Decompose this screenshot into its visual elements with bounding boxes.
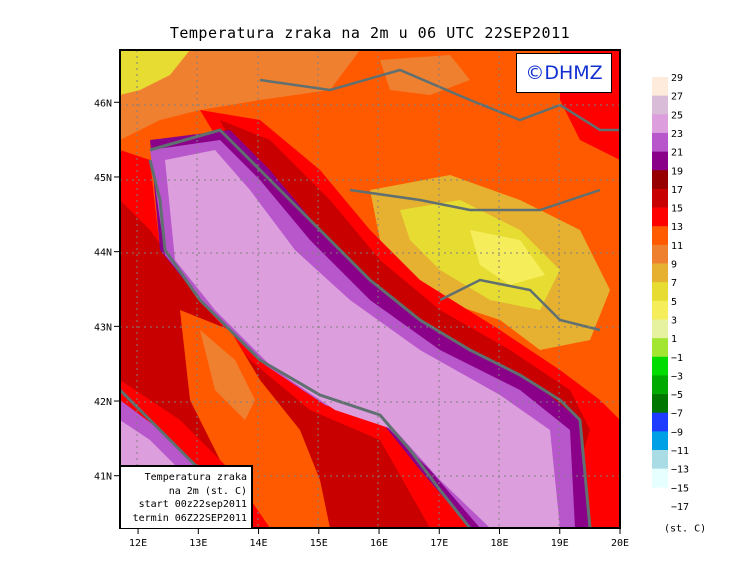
colorbar-swatch — [652, 431, 668, 451]
y-axis-ticks: 46N 45N 44N 43N 42N 41N — [94, 98, 120, 483]
colorbar-swatch — [652, 244, 668, 264]
colorbar-label: 3 — [671, 315, 677, 326]
x-tick-label: 20E — [611, 538, 629, 549]
colorbar-swatch — [652, 263, 668, 283]
x-tick-label: 13E — [189, 538, 207, 549]
colorbar-label: 21 — [671, 148, 683, 159]
colorbar-label: 9 — [671, 260, 677, 271]
colorbar-label: −7 — [671, 409, 683, 420]
colorbar-swatch — [652, 77, 668, 96]
y-tick-label: 42N — [94, 397, 112, 408]
colorbar-swatch — [652, 394, 668, 413]
colorbar-label: 25 — [671, 110, 683, 121]
info-line-2: na 2m (st. C) — [168, 485, 247, 497]
colorbar-label: 17 — [671, 185, 683, 196]
colorbar-swatch — [652, 114, 668, 134]
x-tick-label: 19E — [551, 538, 569, 549]
x-tick-label: 18E — [490, 538, 508, 549]
dhmz-logo: ©DHMZ — [516, 53, 612, 93]
colorbar-swatch — [652, 338, 668, 358]
map-title: Temperatura zraka na 2m u 06 UTC 22SEP20… — [169, 24, 571, 42]
colorbar-swatch — [652, 226, 668, 246]
colorbar-swatch — [652, 188, 668, 208]
y-tick-label: 41N — [94, 472, 112, 483]
x-tick-label: 12E — [129, 538, 147, 549]
colorbar-swatch — [652, 95, 668, 115]
colorbar-swatch — [652, 375, 668, 395]
colorbar-label: 15 — [671, 204, 683, 215]
colorbar-swatch — [652, 319, 668, 339]
y-tick-label: 46N — [94, 98, 112, 109]
colorbar-swatch — [652, 132, 668, 152]
colorbar-units: (st. C) — [664, 524, 706, 535]
x-axis-ticks: 12E 13E 14E 15E 16E 17E 18E 19E 20E — [129, 528, 629, 549]
map-frame — [119, 49, 621, 529]
colorbar-label: −3 — [671, 371, 683, 382]
colorbar-swatch — [652, 300, 668, 320]
colorbar-swatch — [652, 412, 668, 432]
y-tick-label: 43N — [94, 322, 112, 333]
colorbar-label: −5 — [671, 390, 683, 401]
colorbar-label: 19 — [671, 166, 683, 177]
x-tick-label: 16E — [370, 538, 388, 549]
y-tick-label: 44N — [94, 248, 112, 259]
colorbar-label: 27 — [671, 92, 683, 103]
colorbar-swatch — [652, 450, 668, 469]
colorbar-label: 29 — [671, 73, 683, 84]
colorbar-label: −11 — [671, 446, 689, 457]
graticule — [120, 50, 620, 528]
colorbar-label: −15 — [671, 483, 689, 494]
colorbar-swatch — [652, 282, 668, 302]
colorbar-label: −9 — [671, 427, 683, 438]
colorbar-label: 5 — [671, 297, 677, 308]
info-line-1: Temperatura zraka — [144, 472, 247, 483]
colorbar-swatch — [652, 356, 668, 376]
colorbar-label: −13 — [671, 465, 689, 476]
info-line-3: start 00z22sep2011 — [138, 499, 247, 510]
colorbar-swatch — [652, 207, 668, 227]
colorbar-label: 13 — [671, 222, 683, 233]
colorbar: 29 27 25 23 21 19 17 15 13 11 9 7 5 3 1 −1 −3 −5 −7 −9 −11 −1… — [652, 73, 706, 535]
colorbar-label: 11 — [671, 241, 683, 252]
colorbar-label: 7 — [671, 278, 677, 289]
colorbar-label: −1 — [671, 353, 683, 364]
colorbar-label: 23 — [671, 129, 683, 140]
info-line-4: termin 06Z22SEP2011 — [132, 512, 247, 524]
colorbar-swatch — [652, 468, 668, 488]
colorbar-swatch — [652, 170, 668, 190]
info-box: Temperatura zraka na 2m (st. C) start 00… — [121, 465, 253, 528]
colorbar-label: −17 — [671, 502, 689, 513]
y-tick-label: 45N — [94, 173, 112, 184]
temperature-field — [120, 50, 620, 528]
x-tick-label: 15E — [310, 538, 328, 549]
colorbar-swatch — [652, 151, 668, 171]
x-tick-label: 17E — [430, 538, 448, 549]
colorbar-label: 1 — [671, 334, 677, 345]
x-tick-label: 14E — [250, 538, 268, 549]
